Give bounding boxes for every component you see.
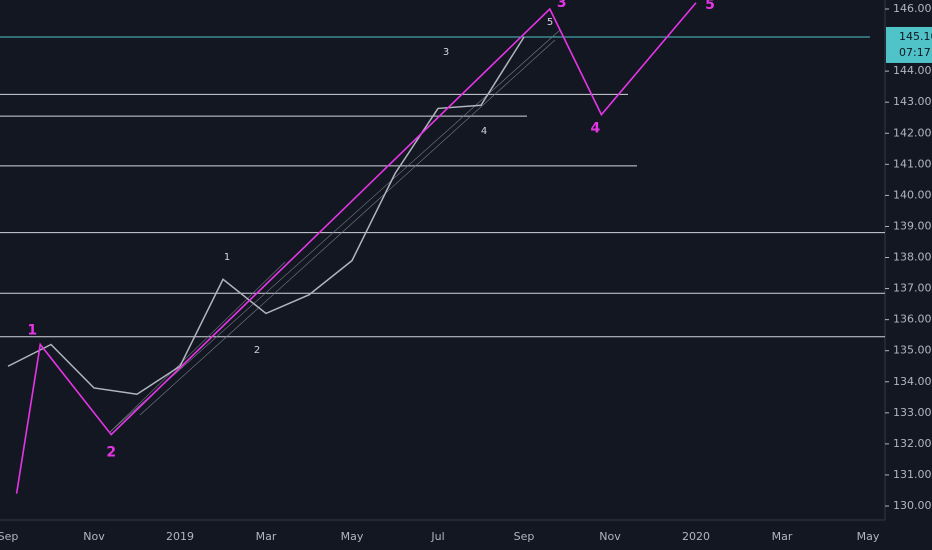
countdown-label: 07:17: [899, 46, 931, 59]
x-tick-label: May: [341, 530, 364, 543]
y-tick-label: 138.00: [893, 251, 932, 264]
x-tick-label: 2019: [166, 530, 194, 543]
wave-label: 5: [705, 0, 715, 13]
wave-label: 2: [106, 445, 116, 461]
y-tick-label: 131.00: [893, 468, 932, 481]
subwave-label: 2: [254, 345, 260, 356]
y-tick-label: 142.00: [893, 126, 932, 139]
y-tick-label: 136.00: [893, 313, 932, 326]
subwave-label: 4: [481, 126, 487, 137]
y-tick-label: 135.00: [893, 344, 932, 357]
y-tick-label: 146.00: [893, 2, 932, 15]
wave-label: 1: [27, 322, 37, 338]
x-tick-label: Sep: [0, 530, 18, 543]
price-tag-label: 145.10: [899, 30, 932, 43]
price-line: [7, 36, 525, 395]
y-tick-label: 143.00: [893, 95, 932, 108]
x-tick-label: Sep: [514, 530, 535, 543]
y-tick-label: 132.00: [893, 437, 932, 450]
x-tick-label: 2020: [682, 530, 710, 543]
y-tick-label: 133.00: [893, 406, 932, 419]
y-tick-label: 141.00: [893, 157, 932, 170]
channel-line: [109, 29, 561, 433]
subwave-label: 1: [224, 252, 230, 263]
y-tick-label: 139.00: [893, 219, 932, 232]
y-tick-label: 134.00: [893, 375, 932, 388]
y-tick-label: 144.00: [893, 64, 932, 77]
x-tick-label: Mar: [256, 530, 277, 543]
channel-line: [109, 261, 286, 433]
x-tick-label: May: [857, 530, 880, 543]
x-tick-label: Mar: [772, 530, 793, 543]
x-tick-label: Nov: [83, 530, 105, 543]
channel-line: [139, 39, 556, 416]
subwave-label: 3: [443, 47, 449, 58]
price-tag: [886, 26, 932, 63]
wave-label: 4: [591, 121, 601, 137]
y-tick-label: 137.00: [893, 282, 932, 295]
wave-label: 3: [557, 0, 567, 11]
wave-line: [15, 2, 697, 494]
x-tick-label: Jul: [430, 530, 444, 543]
y-tick-label: 140.00: [893, 188, 932, 201]
subwave-label: 5: [547, 17, 553, 28]
x-tick-label: Nov: [599, 530, 621, 543]
y-tick-label: 130.00: [893, 499, 932, 512]
